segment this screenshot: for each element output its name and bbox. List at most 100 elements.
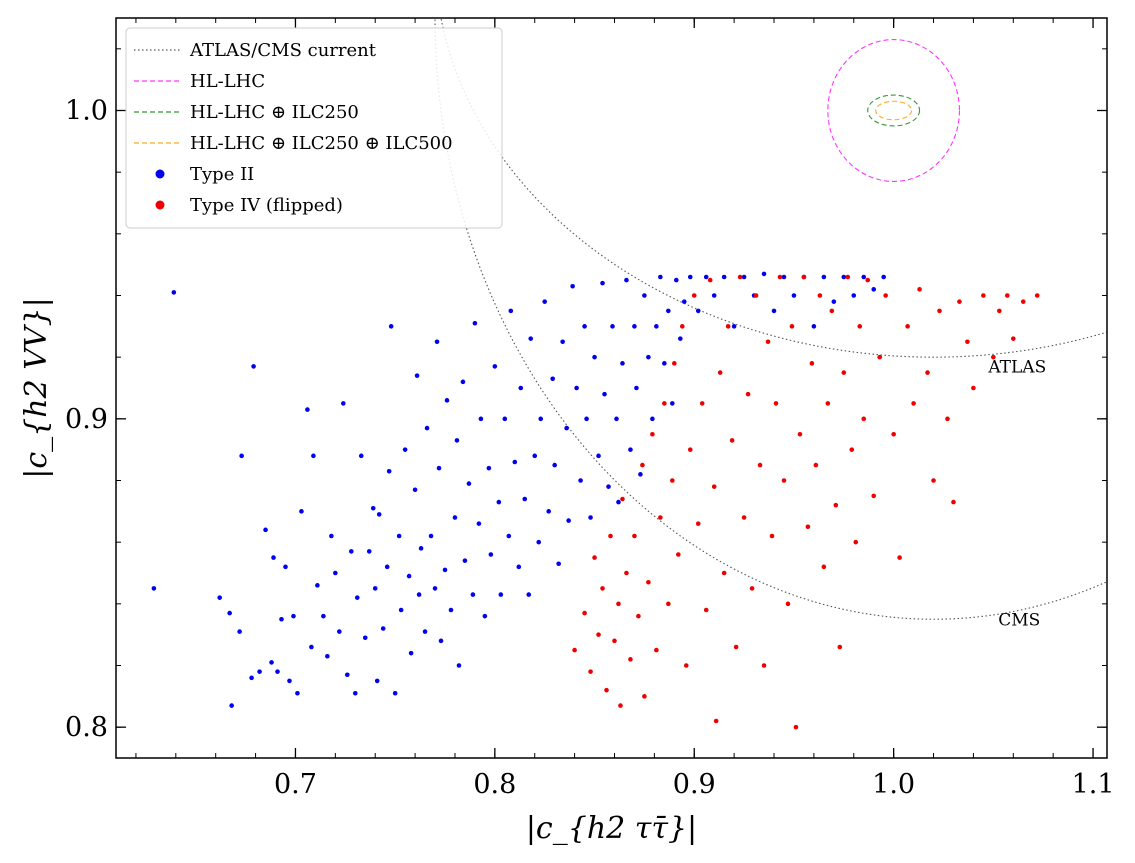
point-type-ii xyxy=(372,586,378,591)
point-type-iv xyxy=(937,308,942,314)
point-type-iv xyxy=(672,361,677,366)
point-type-iv xyxy=(646,579,651,585)
point-type-ii xyxy=(677,336,683,341)
point-type-ii xyxy=(488,552,494,557)
point-type-iv xyxy=(749,586,755,591)
point-type-ii xyxy=(418,546,424,551)
point-type-ii xyxy=(532,453,538,459)
contour-atlas xyxy=(440,18,1107,358)
point-type-ii xyxy=(711,293,717,298)
point-type-ii xyxy=(564,425,569,431)
point-type-ii xyxy=(309,644,314,650)
point-type-ii xyxy=(536,539,542,545)
point-type-iv xyxy=(877,354,882,360)
point-type-ii xyxy=(654,324,659,329)
point-type-ii xyxy=(249,675,254,681)
y-tick-label: 0.9 xyxy=(65,404,108,435)
annotation-cms: CMS xyxy=(998,610,1040,630)
point-type-ii xyxy=(374,678,380,684)
point-type-ii xyxy=(662,361,667,366)
point-type-ii xyxy=(666,308,671,314)
point-type-ii xyxy=(528,336,534,341)
point-type-ii xyxy=(518,385,524,391)
point-type-ii xyxy=(398,607,404,613)
point-type-ii xyxy=(781,274,787,280)
point-type-ii xyxy=(456,663,462,668)
point-type-ii xyxy=(811,324,817,329)
point-type-ii xyxy=(470,592,476,597)
point-type-ii xyxy=(291,613,296,619)
point-type-iv xyxy=(817,293,823,298)
point-type-iv xyxy=(628,657,633,662)
point-type-iv xyxy=(917,287,922,292)
point-type-ii xyxy=(574,385,579,391)
point-type-ii xyxy=(620,361,625,366)
point-type-iv xyxy=(650,431,655,437)
legend-label-hl-lhc-ilc250-ilc500: HL-LHC ⊕ ILC250 ⊕ ILC500 xyxy=(190,133,453,154)
point-type-ii xyxy=(432,586,438,591)
point-type-iv xyxy=(636,613,641,619)
x-axis-label: |c_{h2 ττ̄}| xyxy=(526,811,697,846)
point-type-ii xyxy=(251,364,256,369)
point-type-ii xyxy=(287,678,292,684)
point-type-ii xyxy=(670,401,675,406)
point-type-ii xyxy=(414,373,420,378)
point-type-iv xyxy=(741,515,747,520)
point-type-iv xyxy=(717,370,723,375)
point-type-ii xyxy=(681,299,687,304)
point-type-iv xyxy=(721,570,727,576)
point-type-ii xyxy=(614,416,619,422)
point-type-iv xyxy=(1005,293,1010,298)
point-type-ii xyxy=(646,354,651,360)
point-type-iv xyxy=(769,533,775,539)
point-type-iv xyxy=(695,521,701,526)
point-type-iv xyxy=(691,293,697,298)
point-type-iv xyxy=(785,601,791,607)
legend-label-type-iv-flipped: Type IV (flipped) xyxy=(190,195,343,216)
point-type-ii xyxy=(406,573,412,579)
point-type-ii xyxy=(871,287,877,292)
point-type-ii xyxy=(821,274,827,280)
point-type-iv xyxy=(725,324,731,329)
point-type-iv xyxy=(592,555,597,560)
point-type-ii xyxy=(422,629,428,634)
point-type-iv xyxy=(753,293,759,298)
point-type-iv xyxy=(582,610,587,616)
point-type-ii xyxy=(263,527,268,533)
point-type-ii xyxy=(516,564,522,570)
point-type-ii xyxy=(460,379,466,385)
point-type-ii xyxy=(881,274,886,280)
point-type-ii xyxy=(299,509,304,514)
point-type-ii xyxy=(275,669,280,674)
point-type-ii xyxy=(506,533,512,539)
point-type-iv xyxy=(745,391,751,397)
point-type-ii xyxy=(448,607,454,613)
point-type-ii xyxy=(512,459,518,465)
point-type-iv xyxy=(733,644,739,650)
annotation-atlas: ATLAS xyxy=(987,358,1046,378)
point-type-ii xyxy=(229,703,234,708)
point-type-ii xyxy=(498,592,504,597)
point-type-ii xyxy=(741,274,747,280)
point-type-ii xyxy=(584,416,589,422)
y-tick-label: 0.8 xyxy=(65,712,108,743)
point-type-ii xyxy=(348,549,354,554)
point-type-ii xyxy=(560,339,565,345)
point-type-ii xyxy=(703,274,709,280)
point-type-iv xyxy=(1010,336,1016,341)
point-type-iv xyxy=(572,647,577,653)
point-type-iv xyxy=(781,478,787,483)
point-type-ii xyxy=(638,472,643,477)
point-type-iv xyxy=(687,447,693,452)
point-type-ii xyxy=(616,499,621,505)
point-type-ii xyxy=(606,484,611,489)
point-type-ii xyxy=(791,293,797,298)
point-type-iv xyxy=(757,462,763,468)
point-type-ii xyxy=(239,453,244,459)
point-type-iv xyxy=(662,401,667,406)
point-type-iv xyxy=(897,555,902,560)
point-type-iv xyxy=(654,647,659,653)
point-type-iv xyxy=(809,361,815,366)
point-type-iv xyxy=(805,524,811,530)
